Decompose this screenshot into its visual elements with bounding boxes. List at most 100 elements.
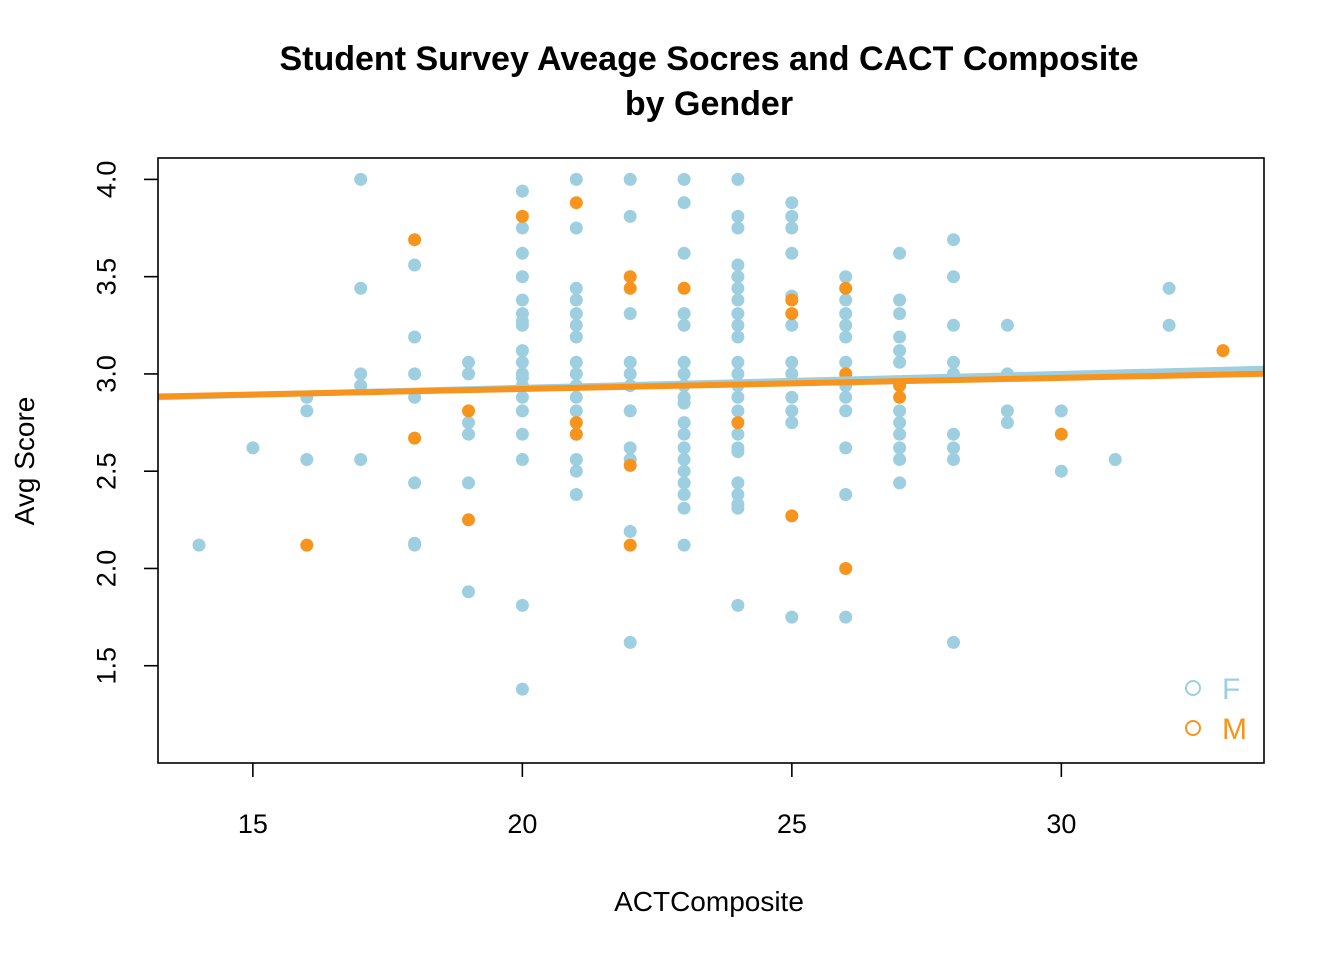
point-M-6 [569,196,583,210]
point-F-17 [462,355,475,369]
x-tick-label-15: 15 [238,809,268,839]
point-F-154 [947,453,960,466]
point-F-102 [731,404,745,418]
point-F-3 [300,404,314,418]
point-F-50 [569,367,583,381]
point-F-43 [569,221,583,235]
point-F-7 [354,367,368,381]
point-F-113 [785,221,799,235]
point-F-14 [408,476,422,490]
point-F-27 [515,293,529,307]
point-F-101 [731,390,745,404]
point-F-155 [947,635,960,649]
point-F-94 [731,293,745,307]
point-F-49 [569,355,583,369]
x-axis-label: ACTComposite [614,886,804,917]
point-F-44 [569,281,583,295]
point-F-159 [1000,416,1014,430]
point-F-38 [515,427,529,441]
point-F-52 [569,390,583,404]
point-F-162 [1108,453,1122,466]
point-F-142 [893,416,907,430]
point-M-10 [623,281,637,295]
point-F-150 [947,355,960,369]
point-M-15 [785,293,799,307]
point-F-156 [1000,318,1014,332]
point-F-11 [408,330,422,344]
y-tick-label-2: 2.0 [91,550,121,588]
point-F-147 [947,233,960,247]
chart-title-line-2: by Gender [625,85,793,123]
point-F-144 [893,441,907,455]
point-F-12 [408,367,422,381]
point-F-153 [947,441,960,455]
point-F-69 [677,172,691,186]
point-F-105 [731,445,745,459]
y-tick-label-2.5: 2.5 [91,452,121,490]
y-tick-label-1.5: 1.5 [91,647,121,685]
point-F-127 [839,330,853,344]
point-F-55 [569,453,583,466]
point-F-61 [623,355,637,369]
point-M-22 [893,390,907,404]
point-F-81 [677,441,691,455]
point-F-68 [623,635,637,649]
point-F-132 [839,441,853,455]
point-M-3 [462,404,475,418]
point-F-58 [623,172,637,186]
y-tick-label-3: 3.0 [91,355,121,393]
point-F-24 [515,221,529,235]
point-F-70 [677,196,691,210]
y-axis: 1.5 2.0 2.5 3.0 3.5 4.0 [91,161,158,685]
point-M-23 [1054,427,1068,441]
point-F-95 [731,307,745,321]
point-F-22 [462,585,475,599]
point-F-103 [731,427,745,441]
point-F-120 [785,404,799,418]
point-F-123 [839,270,853,284]
point-F-90 [731,221,745,235]
point-F-18 [462,367,475,381]
point-M-16 [785,307,799,321]
point-M-17 [785,509,799,523]
point-F-137 [893,307,907,321]
point-F-84 [677,476,691,490]
point-F-72 [677,307,691,321]
point-M-11 [623,458,637,472]
point-F-107 [731,488,745,501]
point-F-82 [677,453,691,466]
point-M-2 [408,431,422,445]
legend-marker-M [1185,720,1201,736]
point-F-141 [893,404,907,418]
point-F-131 [839,404,853,418]
y-tick-label-4: 4.0 [91,161,121,199]
point-F-0 [192,538,206,552]
point-F-128 [839,355,853,369]
legend: FM [1185,673,1247,746]
point-F-118 [785,367,799,381]
point-F-60 [623,307,637,321]
point-M-9 [623,270,637,284]
point-M-5 [515,209,529,223]
point-F-145 [893,453,907,466]
point-M-0 [300,538,314,552]
point-F-32 [515,355,529,369]
point-F-73 [677,318,691,332]
point-F-130 [839,390,853,404]
point-F-46 [569,307,583,321]
point-F-67 [623,525,637,538]
point-F-79 [677,416,691,430]
point-M-4 [462,513,475,527]
point-F-16 [408,538,422,552]
point-F-59 [623,209,637,223]
point-M-14 [731,416,745,430]
point-F-143 [893,427,907,441]
point-F-109 [731,501,745,515]
point-F-97 [731,330,745,344]
point-F-30 [515,318,529,332]
point-F-19 [462,416,475,430]
point-F-1 [246,441,260,455]
point-F-36 [515,390,529,404]
point-F-161 [1054,464,1068,478]
y-tick-label-3.5: 3.5 [91,258,121,296]
